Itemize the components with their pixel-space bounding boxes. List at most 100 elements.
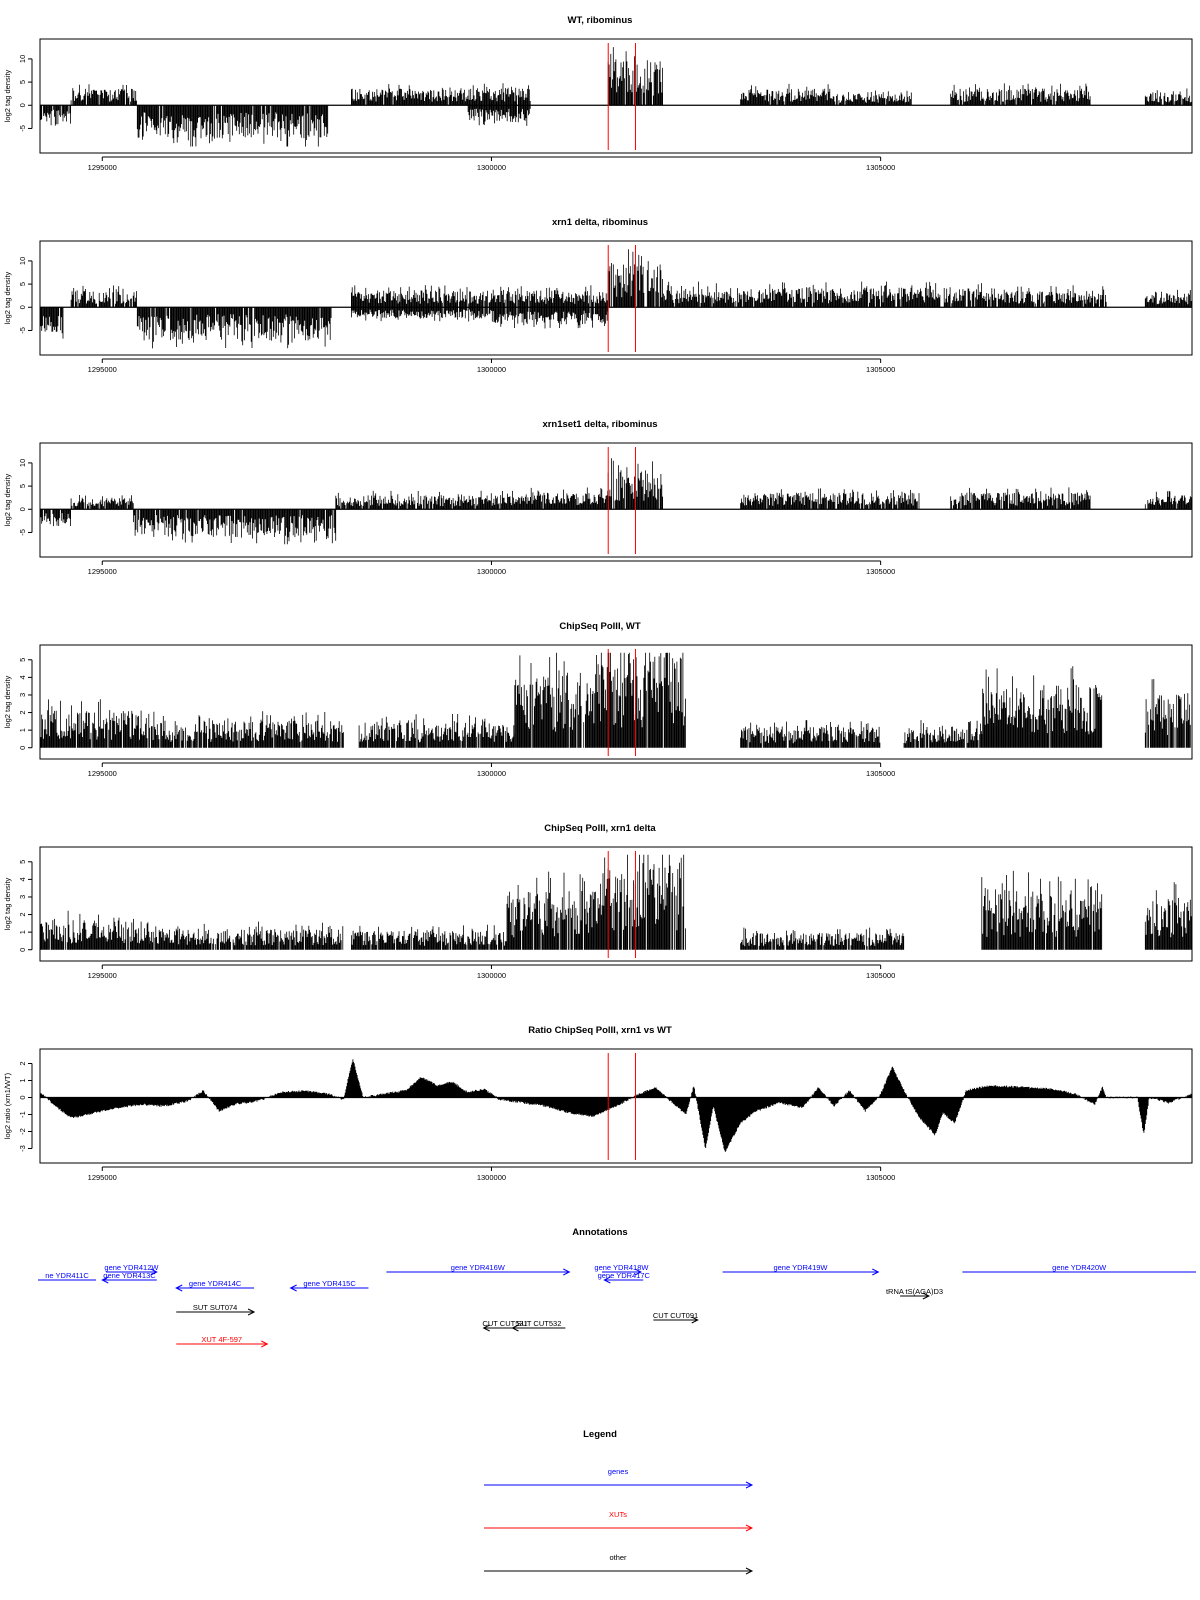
- y-tick-label: 3: [18, 693, 27, 697]
- feature-label: ne YDR411C: [45, 1271, 89, 1280]
- plot-frame: [39, 1048, 1193, 1164]
- chart-panel-2: -5 0 5 10 log2 tag density 1295000 1300000 1305…: [3, 442, 1193, 576]
- feature-label: gene YDR419W: [773, 1263, 828, 1272]
- annotation-gene: gene YDR419W: [722, 1263, 880, 1276]
- y-tick-label: 10: [18, 55, 27, 63]
- y-tick-label: 10: [18, 459, 27, 467]
- feature-label: XUT 4F-597: [201, 1335, 242, 1344]
- feature-label: gene YDR415C: [303, 1279, 356, 1288]
- x-tick-label: 1305000: [866, 1173, 895, 1182]
- arrow-head: [745, 1567, 754, 1575]
- y-tick-label: 5: [18, 860, 27, 864]
- y-axis-label: log2 ratio (xrn1/WT): [3, 1072, 12, 1139]
- feature-label: SUT SUT074: [193, 1303, 237, 1312]
- chart-panel-4: 0 1 2 3 4 5 log2 tag density 1295000 1300000 1305…: [3, 846, 1193, 980]
- x-tick-label: 1295000: [88, 163, 117, 172]
- legend-item-xut: XUTs: [484, 1510, 754, 1532]
- y-tick-label: 5: [18, 282, 27, 286]
- annotation-gene: gene YDR414C: [175, 1279, 255, 1292]
- y-tick-label: 0: [18, 103, 27, 107]
- annotation-other: SUT CUT532: [511, 1319, 566, 1332]
- legend-label: other: [609, 1553, 627, 1562]
- x-tick-label: 1305000: [866, 971, 895, 980]
- data-series: [39, 458, 1192, 545]
- feature-label: gene YDR412W: [104, 1263, 159, 1272]
- annotation-xut: XUT 4F-597: [176, 1335, 269, 1348]
- y-axis-label: log2 tag density: [3, 675, 12, 728]
- data-series: [39, 47, 1192, 147]
- y-tick-label: 0: [18, 1095, 27, 1099]
- y-tick-label: -2: [18, 1128, 27, 1135]
- arrow-head: [745, 1524, 754, 1532]
- x-tick-label: 1300000: [477, 163, 506, 172]
- x-tick-label: 1295000: [88, 769, 117, 778]
- y-tick-label: 1: [18, 728, 27, 732]
- arrow-head: [922, 1292, 931, 1300]
- y-axis-label: log2 tag density: [3, 473, 12, 526]
- x-tick-label: 1300000: [477, 971, 506, 980]
- y-tick-label: -5: [18, 125, 27, 132]
- chart-panel-3: 0 1 2 3 4 5 log2 tag density 1295000 1300000 1305…: [3, 644, 1193, 778]
- y-axis-label: log2 tag density: [3, 877, 12, 930]
- panel-title-wt: WT, ribominus: [568, 15, 633, 26]
- feature-label: CUT CUT091: [653, 1311, 698, 1320]
- arrow-head: [247, 1308, 256, 1316]
- annotation-other: CUT CUT091: [653, 1311, 699, 1324]
- y-tick-label: -1: [18, 1111, 27, 1118]
- y-tick-label: 5: [18, 484, 27, 488]
- y-tick-label: 5: [18, 658, 27, 662]
- legend-title: Legend: [583, 1429, 617, 1440]
- plot-frame: [39, 644, 1193, 760]
- arrow-head: [150, 1268, 158, 1276]
- legend-label: XUTs: [609, 1510, 627, 1519]
- y-tick-label: 0: [18, 746, 27, 750]
- x-tick-label: 1295000: [88, 1173, 117, 1182]
- annotation-gene: gene YDR420W: [962, 1263, 1196, 1273]
- legend-item-gene: genes: [484, 1467, 754, 1489]
- feature-label: gene YDR416W: [451, 1263, 506, 1272]
- feature-label: gene YDR420W: [1052, 1263, 1107, 1272]
- annotation-gene: gene YDR412W: [104, 1263, 159, 1276]
- y-tick-label: 1: [18, 1078, 27, 1082]
- arrow-head: [101, 1276, 109, 1284]
- arrow-head: [261, 1340, 269, 1348]
- data-series: [39, 249, 1192, 349]
- x-tick-label: 1300000: [477, 769, 506, 778]
- x-tick-label: 1305000: [866, 567, 895, 576]
- data-series: [39, 652, 1191, 748]
- y-tick-label: 5: [18, 80, 27, 84]
- annotations-title: Annotations: [572, 1227, 627, 1238]
- plot-frame: [39, 240, 1193, 356]
- feature-label: tRNA tS(AGA)D3: [886, 1287, 943, 1296]
- ratio-series: [39, 1059, 1192, 1152]
- y-tick-label: 2: [18, 710, 27, 714]
- chart-panel-0: -5 0 5 10 log2 tag density 1295000 1300000 1305…: [3, 38, 1193, 172]
- y-tick-label: 2: [18, 1061, 27, 1065]
- feature-label: CUT CUT531: [482, 1319, 527, 1328]
- x-tick-label: 1295000: [88, 365, 117, 374]
- panel-title-chip-wt: ChipSeq PolII, WT: [559, 621, 640, 632]
- feature-label: gene YDR413C: [103, 1271, 156, 1280]
- arrow-head: [603, 1276, 611, 1284]
- annotation-other: SUT SUT074: [176, 1303, 256, 1316]
- arrow-head: [511, 1324, 519, 1332]
- x-tick-label: 1305000: [866, 163, 895, 172]
- legend-item-other: other: [484, 1553, 754, 1575]
- feature-label: gene YDR417C: [598, 1271, 651, 1280]
- panel-title-ratio: Ratio ChipSeq PolII, xrn1 vs WT: [528, 1025, 672, 1036]
- legend-label: genes: [608, 1467, 629, 1476]
- plot-frame: [39, 846, 1193, 962]
- y-tick-label: 10: [18, 257, 27, 265]
- arrow-head: [289, 1284, 297, 1292]
- arrow-head: [563, 1268, 571, 1276]
- y-tick-label: -5: [18, 327, 27, 334]
- arrow-head: [745, 1481, 754, 1489]
- feature-label: gene YDR418W: [594, 1263, 649, 1272]
- arrow-head: [691, 1316, 699, 1324]
- legend: genes XUTs other: [484, 1467, 754, 1575]
- arrow-head: [872, 1268, 880, 1276]
- x-tick-label: 1305000: [866, 365, 895, 374]
